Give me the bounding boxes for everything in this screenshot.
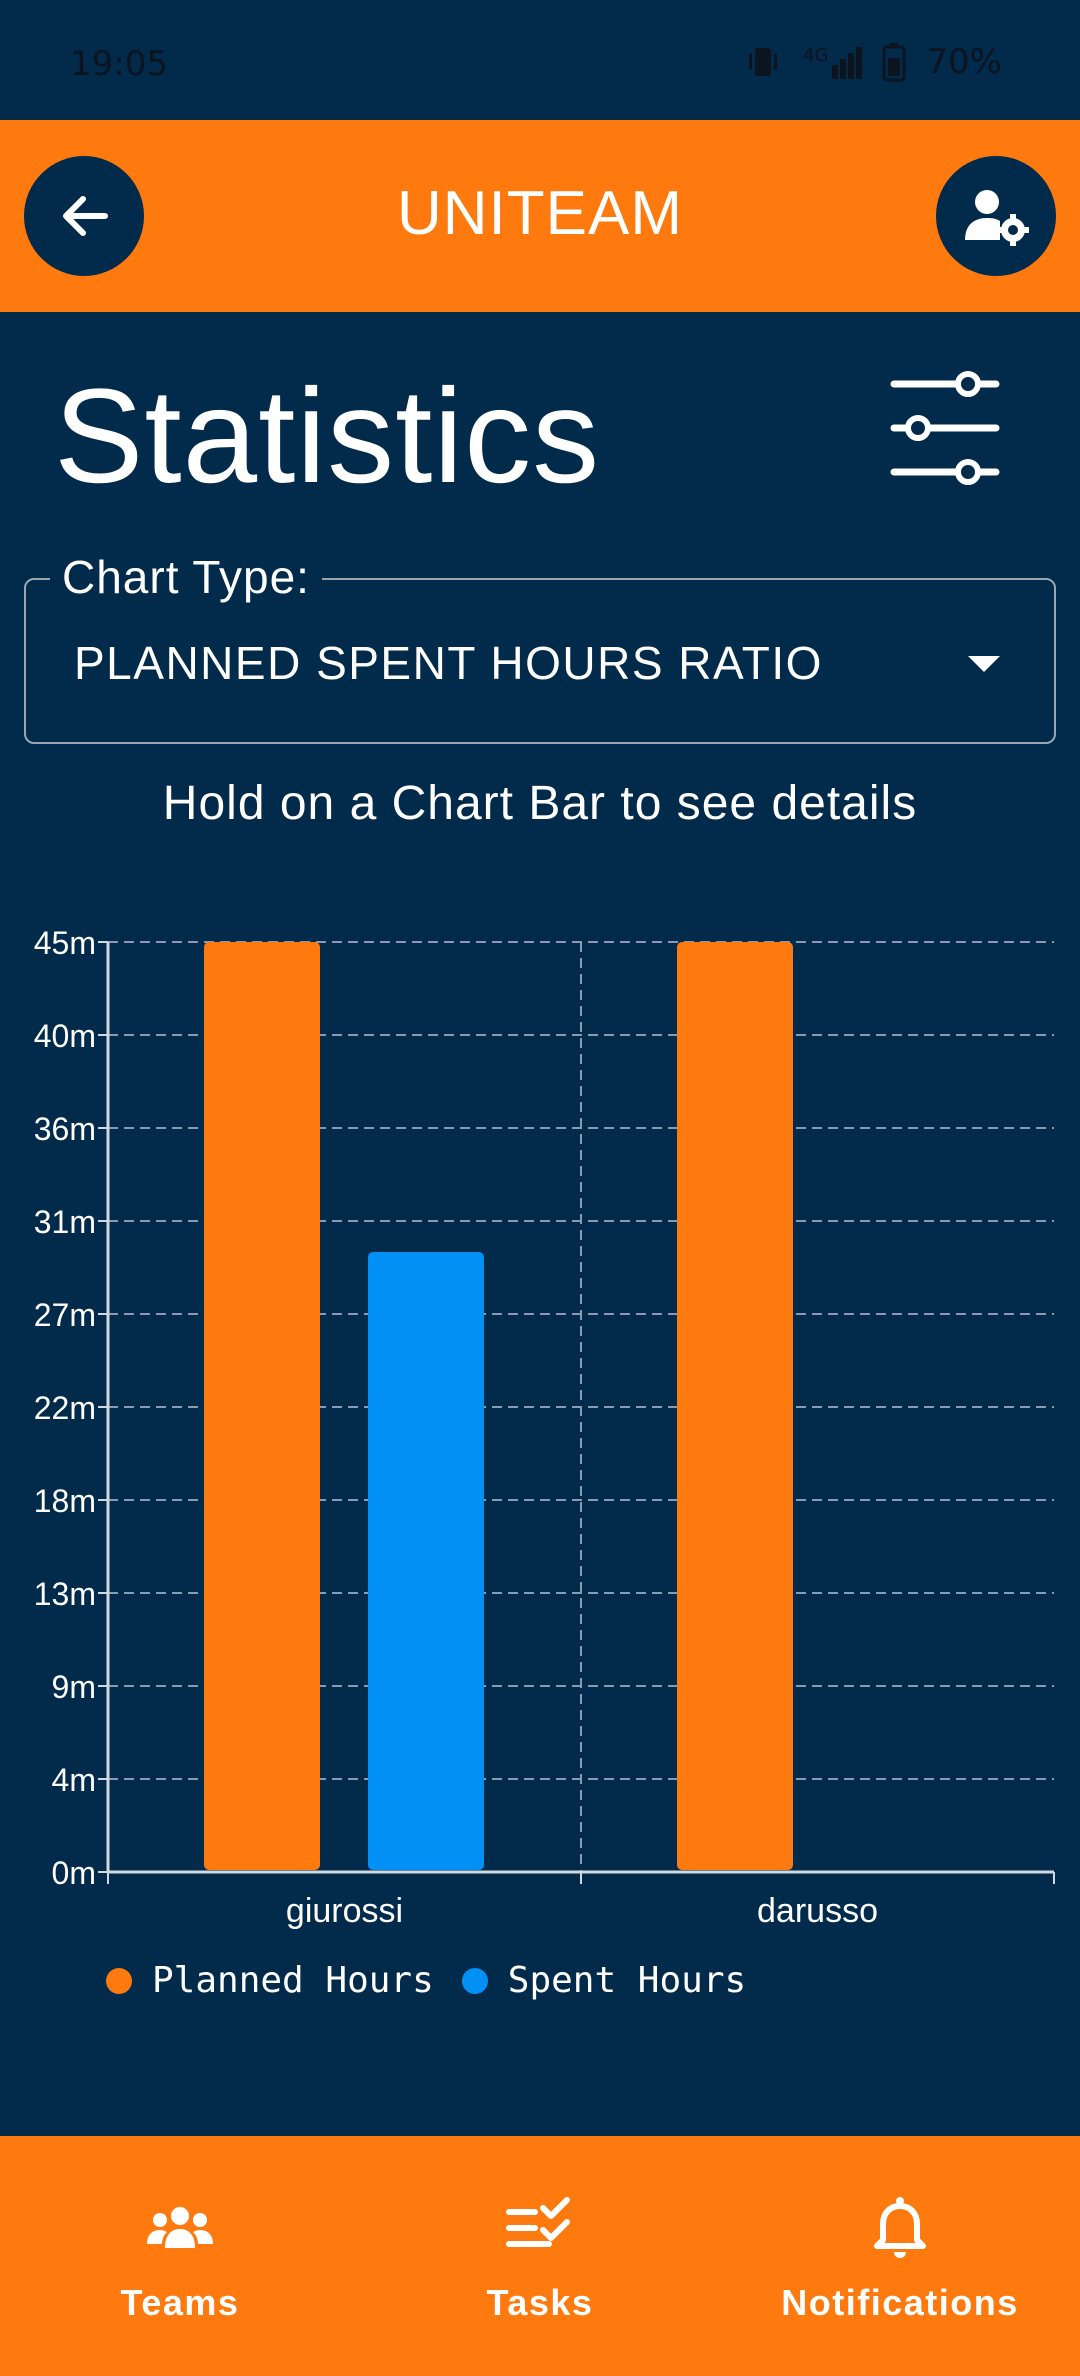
nav-teams[interactable]: Teams	[0, 2136, 360, 2376]
app-title: UNITEAM	[397, 179, 683, 248]
caret-down-icon	[968, 656, 1000, 672]
legend-dot	[461, 1967, 488, 1994]
legend-dot	[106, 1967, 132, 1994]
y-tick-label: 31m	[34, 1204, 96, 1240]
y-tick-label: 27m	[34, 1297, 96, 1333]
arrow-left-icon	[63, 196, 108, 236]
battery-level: 70%	[926, 42, 1002, 82]
page-title: Statistics	[54, 362, 601, 511]
nav-tasks-label: Tasks	[486, 2282, 594, 2323]
sliders-icon	[890, 371, 1000, 485]
legend-item: Spent Hours	[461, 1960, 747, 2001]
filter-button[interactable]	[886, 366, 1004, 486]
y-tick-label: 13m	[34, 1576, 96, 1612]
status-time: 19:05	[70, 44, 168, 84]
vibrate-icon	[749, 48, 778, 76]
bar-chart: 0m 4m 9m 13m 18m 22m 27m 31m 36m 40m 45m giurossi da…	[34, 925, 1055, 1930]
legend-item: Planned Hours	[106, 1960, 434, 2001]
nav-notifications[interactable]: Notifications	[720, 2136, 1080, 2376]
back-button[interactable]	[24, 156, 144, 276]
account-settings-button[interactable]	[936, 156, 1056, 276]
nav-tasks[interactable]: Tasks	[360, 2136, 720, 2376]
y-tick-label: 45m	[34, 925, 96, 961]
nav-notifications-label: Notifications	[781, 2282, 1019, 2323]
chart-type-label: Chart Type:	[50, 550, 322, 604]
x-tick-label: giurossi	[286, 1892, 403, 1930]
y-tick-label: 4m	[52, 1762, 96, 1798]
bar-darusso-0	[677, 942, 793, 1870]
legend-label: Spent Hours	[507, 1960, 747, 2001]
bell-icon	[874, 2197, 926, 2258]
signal-icon: 4G	[803, 45, 863, 79]
bottom-nav: Teams Tasks Notifications	[0, 2136, 1080, 2376]
tasks-icon	[506, 2197, 570, 2247]
y-tick-label: 9m	[52, 1669, 96, 1705]
teams-icon	[147, 2207, 213, 2248]
battery-icon	[882, 43, 906, 82]
y-tick-label: 36m	[34, 1111, 96, 1147]
chart-hint: Hold on a Chart Bar to see details	[162, 777, 918, 830]
y-tick-label: 22m	[34, 1390, 96, 1426]
legend-label: Planned Hours	[152, 1960, 434, 2001]
user-gear-icon	[965, 190, 1029, 246]
y-tick-label: 40m	[34, 1018, 96, 1054]
status-bar: 19:05 4G 70%	[0, 0, 1080, 120]
status-icons: 4G 70%	[743, 42, 1002, 82]
network-type: 4G	[803, 45, 829, 66]
chart-type-select[interactable]: Chart Type: PLANNED SPENT HOURS RATIO	[24, 550, 1056, 744]
nav-teams-label: Teams	[120, 2282, 240, 2323]
bar-giurossi-1	[368, 1252, 484, 1870]
chart-legend: Planned Hours Spent Hours	[106, 1960, 774, 2001]
x-tick-label: darusso	[757, 1892, 878, 1930]
y-tick-label: 18m	[34, 1483, 96, 1519]
bar-giurossi-0	[204, 942, 320, 1870]
y-tick-label: 0m	[52, 1855, 96, 1891]
app-bar: UNITEAM	[0, 120, 1080, 312]
chart-type-value: PLANNED SPENT HOURS RATIO	[74, 637, 823, 689]
